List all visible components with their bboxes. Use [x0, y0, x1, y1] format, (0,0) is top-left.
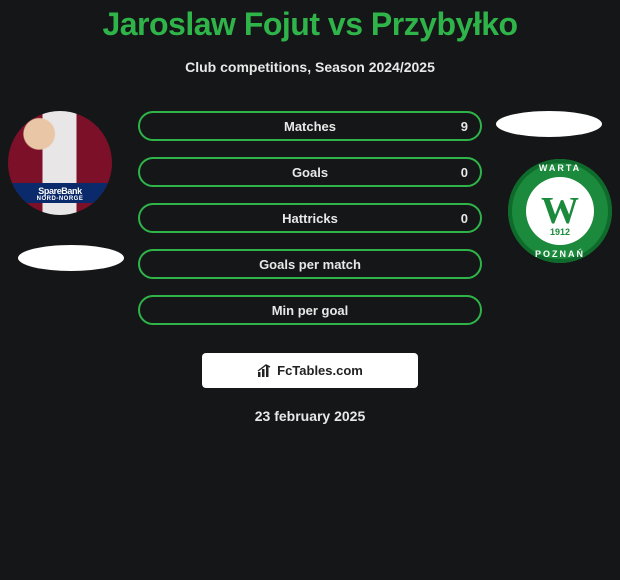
stat-value-right: 0: [461, 165, 468, 180]
sponsor-band: SpareBank NORD-NORGE: [8, 183, 112, 203]
ellipse-left: [18, 245, 124, 271]
sponsor-sub: NORD-NORGE: [8, 196, 112, 202]
stat-label: Goals: [292, 165, 328, 180]
club-badge-right: WARTA W 1912 POZNAŃ: [508, 159, 612, 263]
badge-inner: W 1912: [526, 177, 594, 245]
badge-year: 1912: [526, 227, 594, 237]
sponsor-text: SpareBank: [38, 186, 81, 196]
badge-arc-bot: POZNAŃ: [508, 249, 612, 259]
comparison-panel: SpareBank NORD-NORGE WARTA W 1912 POZNAŃ…: [0, 111, 620, 331]
chart-icon: [257, 364, 273, 378]
stat-bar: Min per goal: [138, 295, 482, 325]
subtitle: Club competitions, Season 2024/2025: [0, 59, 620, 75]
page-title: Jaroslaw Fojut vs Przybyłko: [0, 0, 620, 43]
stat-value-right: 0: [461, 211, 468, 226]
stat-bar: Goals per match: [138, 249, 482, 279]
stat-bar: Goals 0: [138, 157, 482, 187]
player-avatar-left: SpareBank NORD-NORGE: [8, 111, 112, 215]
ellipse-right: [496, 111, 602, 137]
stat-value-right: 9: [461, 119, 468, 134]
badge-letter: W: [541, 192, 579, 230]
stat-label: Matches: [284, 119, 336, 134]
stat-label: Hattricks: [282, 211, 338, 226]
badge-arc-top: WARTA: [508, 163, 612, 173]
stat-bars: Matches 9 Goals 0 Hattricks 0 Goals per …: [138, 111, 482, 341]
footer-date: 23 february 2025: [0, 408, 620, 424]
stat-bar: Hattricks 0: [138, 203, 482, 233]
jersey-left: SpareBank NORD-NORGE: [8, 111, 112, 215]
brand-text: FcTables.com: [277, 363, 363, 378]
stat-bar: Matches 9: [138, 111, 482, 141]
brand-box: FcTables.com: [202, 353, 418, 388]
stat-label: Goals per match: [259, 257, 361, 272]
stat-label: Min per goal: [272, 303, 349, 318]
